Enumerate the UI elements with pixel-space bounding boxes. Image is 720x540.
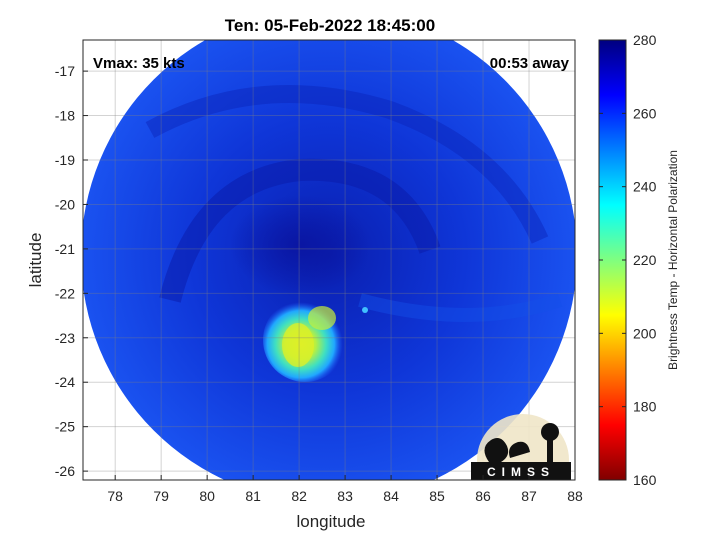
- cimss-logo: CIMSS: [471, 414, 571, 480]
- x-tick-label: 79: [153, 488, 169, 504]
- x-axis-ticks: 78 79 80 81 82 83 84 85 86 87 88: [107, 475, 583, 504]
- x-tick-label: 88: [567, 488, 583, 504]
- x-tick-label: 80: [199, 488, 215, 504]
- time-away-annotation: 00:53 away: [490, 55, 570, 72]
- y-tick-label: -26: [55, 463, 75, 479]
- y-tick-label: -17: [55, 63, 75, 79]
- x-tick-label: 84: [383, 488, 399, 504]
- y-axis-ticks: -17 -18 -19 -20 -21 -22 -23 -24 -25 -26: [55, 63, 88, 479]
- y-tick-label: -18: [55, 108, 75, 124]
- colorbar-tick-label: 240: [633, 179, 657, 195]
- storm-center: [230, 195, 370, 295]
- colorbar-tick-label: 260: [633, 105, 657, 121]
- colorbar-tick-label: 160: [633, 472, 657, 488]
- x-tick-label: 78: [107, 488, 123, 504]
- warm-core: [308, 306, 336, 330]
- vmax-annotation: Vmax: 35 kts: [93, 55, 185, 72]
- rainband: [159, 158, 441, 303]
- colorbar-tick-label: 200: [633, 325, 657, 341]
- x-tick-label: 83: [337, 488, 353, 504]
- y-tick-label: -25: [55, 419, 75, 435]
- y-tick-label: -20: [55, 196, 75, 212]
- x-tick-label: 86: [475, 488, 491, 504]
- colorbar-label: Brightness Temp - Horizontal Polarizatio…: [666, 150, 680, 370]
- colorbar-ticks: 160 180 200 220 240 260 280: [599, 32, 657, 488]
- x-tick-label: 82: [291, 488, 307, 504]
- y-tick-label: -19: [55, 152, 75, 168]
- colorbar-tick-label: 220: [633, 252, 657, 268]
- grid-lines: [83, 40, 575, 480]
- colorbar: [598, 39, 627, 481]
- logo-text: CIMSS: [487, 465, 555, 479]
- x-tick-label: 85: [429, 488, 445, 504]
- y-tick-label: -24: [55, 374, 75, 390]
- swath-layer: [83, 40, 575, 480]
- y-tick-label: -22: [55, 285, 75, 301]
- colorbar-tick-label: 280: [633, 32, 657, 48]
- x-tick-label: 81: [245, 488, 261, 504]
- y-tick-label: -23: [55, 330, 75, 346]
- x-tick-label: 87: [521, 488, 537, 504]
- y-axis-label: latitude: [26, 233, 45, 288]
- x-axis-label: longitude: [296, 512, 365, 531]
- y-tick-label: -21: [55, 241, 75, 257]
- warm-speck: [362, 307, 368, 313]
- colorbar-tick-label: 180: [633, 399, 657, 415]
- rainband: [145, 85, 549, 244]
- warm-core: [282, 323, 314, 367]
- chart-title: Ten: 05-Feb-2022 18:45:00: [225, 16, 435, 35]
- rainband: [358, 293, 563, 322]
- axes-frame: [82, 39, 576, 481]
